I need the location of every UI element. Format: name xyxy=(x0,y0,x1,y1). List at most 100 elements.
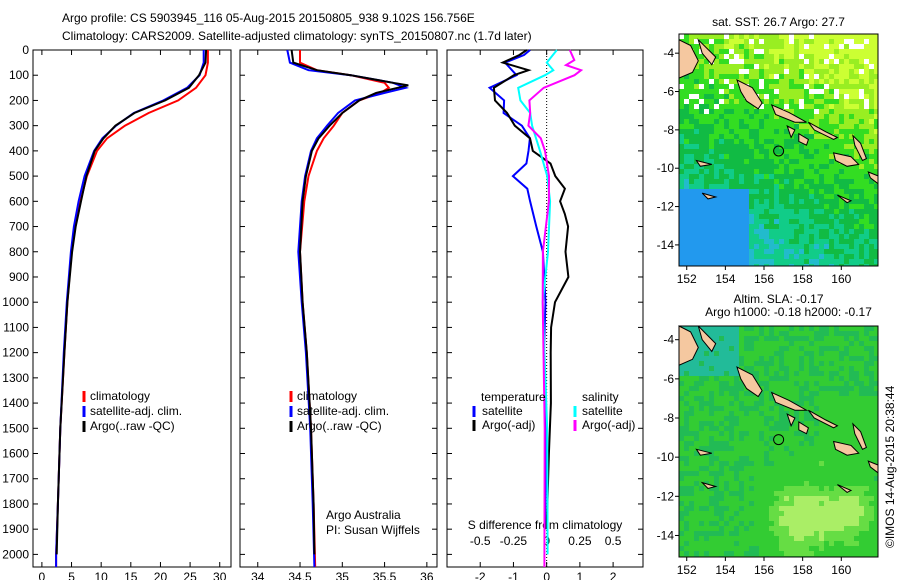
map-pixel xyxy=(714,466,719,471)
map-pixel xyxy=(824,49,829,54)
map-pixel xyxy=(749,69,754,74)
map-pixel xyxy=(789,69,794,74)
map-pixel xyxy=(769,49,774,54)
map-pixel xyxy=(864,219,869,224)
map-pixel xyxy=(849,174,854,179)
map-pixel xyxy=(689,486,694,491)
map-pixel xyxy=(684,441,689,446)
map-pixel xyxy=(819,234,824,239)
map-pixel xyxy=(839,114,844,119)
map-pixel xyxy=(814,224,819,229)
map-pixel xyxy=(794,466,799,471)
map-pixel xyxy=(859,451,864,456)
map-pixel xyxy=(779,124,784,129)
map-pixel xyxy=(819,69,824,74)
map-pixel xyxy=(859,381,864,386)
map-pixel xyxy=(809,54,814,59)
map-pixel xyxy=(724,461,729,466)
map-pixel xyxy=(719,391,724,396)
x2-tick-label: 0.25 xyxy=(568,534,592,548)
map-pixel xyxy=(774,361,779,366)
map-pixel xyxy=(779,521,784,526)
map-pixel xyxy=(699,129,704,134)
map-pixel xyxy=(814,451,819,456)
map-pixel xyxy=(789,526,794,531)
map-pixel xyxy=(779,341,784,346)
map-pixel xyxy=(824,361,829,366)
map-pixel xyxy=(844,99,849,104)
map-pixel xyxy=(859,531,864,536)
map-pixel xyxy=(814,371,819,376)
map-pixel xyxy=(784,144,789,149)
map-pixel xyxy=(744,224,749,229)
map-pixel xyxy=(849,64,854,69)
map-pixel xyxy=(734,124,739,129)
map-pixel xyxy=(689,506,694,511)
map-pixel xyxy=(764,44,769,49)
map-pixel xyxy=(839,326,844,331)
map-pixel xyxy=(789,109,794,114)
map-pixel xyxy=(749,421,754,426)
map-pixel xyxy=(829,366,834,371)
map-pixel xyxy=(829,44,834,49)
map-pixel xyxy=(679,199,684,204)
map-pixel xyxy=(824,159,829,164)
map-pixel xyxy=(709,481,714,486)
map-pixel xyxy=(864,159,869,164)
map-pixel xyxy=(784,219,789,224)
y-tick-label: 500 xyxy=(9,169,29,183)
map-pixel xyxy=(704,254,709,259)
map-pixel xyxy=(779,89,784,94)
map-pixel xyxy=(844,531,849,536)
map-pixel xyxy=(829,119,834,124)
map-pixel xyxy=(849,491,854,496)
map-pixel xyxy=(844,64,849,69)
map-pixel xyxy=(679,159,684,164)
map-pixel xyxy=(864,421,869,426)
map-pixel xyxy=(694,381,699,386)
map-pixel xyxy=(729,401,734,406)
map-pixel xyxy=(874,104,878,109)
map-pixel xyxy=(794,89,799,94)
map-pixel xyxy=(829,476,834,481)
map-pixel xyxy=(739,224,744,229)
map-pixel xyxy=(864,406,869,411)
map-pixel xyxy=(829,466,834,471)
map-pixel xyxy=(804,174,809,179)
map-pixel xyxy=(859,109,864,114)
map-pixel xyxy=(714,476,719,481)
map-pixel xyxy=(764,421,769,426)
map-pixel xyxy=(834,351,839,356)
y-tick-label: 1900 xyxy=(2,522,29,536)
map-pixel xyxy=(844,441,849,446)
map-pixel xyxy=(779,376,784,381)
map-pixel xyxy=(839,466,844,471)
map-pixel xyxy=(684,471,689,476)
x2-tick-label: -0.5 xyxy=(470,534,491,548)
map-pixel xyxy=(779,64,784,69)
y-tick-label: 600 xyxy=(9,194,29,208)
map-pixel xyxy=(769,214,774,219)
map-pixel xyxy=(849,139,854,144)
map-pixel xyxy=(864,179,869,184)
map-pixel xyxy=(854,351,859,356)
map-pixel xyxy=(714,406,719,411)
map-pixel xyxy=(784,456,789,461)
map-pixel xyxy=(714,456,719,461)
map-pixel xyxy=(834,204,839,209)
map-pixel xyxy=(859,254,864,259)
map-pixel xyxy=(859,44,864,49)
map-pixel xyxy=(724,396,729,401)
map-pixel xyxy=(824,411,829,416)
map-pixel xyxy=(759,386,764,391)
map-pixel xyxy=(714,69,719,74)
map-pixel xyxy=(679,99,684,104)
map-pixel xyxy=(869,234,874,239)
map-pixel xyxy=(794,491,799,496)
map-pixel xyxy=(819,144,824,149)
map-pixel xyxy=(704,476,709,481)
map-pixel xyxy=(844,401,849,406)
map-pixel xyxy=(704,174,709,179)
map-pixel xyxy=(789,84,794,89)
map-pixel xyxy=(784,134,789,139)
